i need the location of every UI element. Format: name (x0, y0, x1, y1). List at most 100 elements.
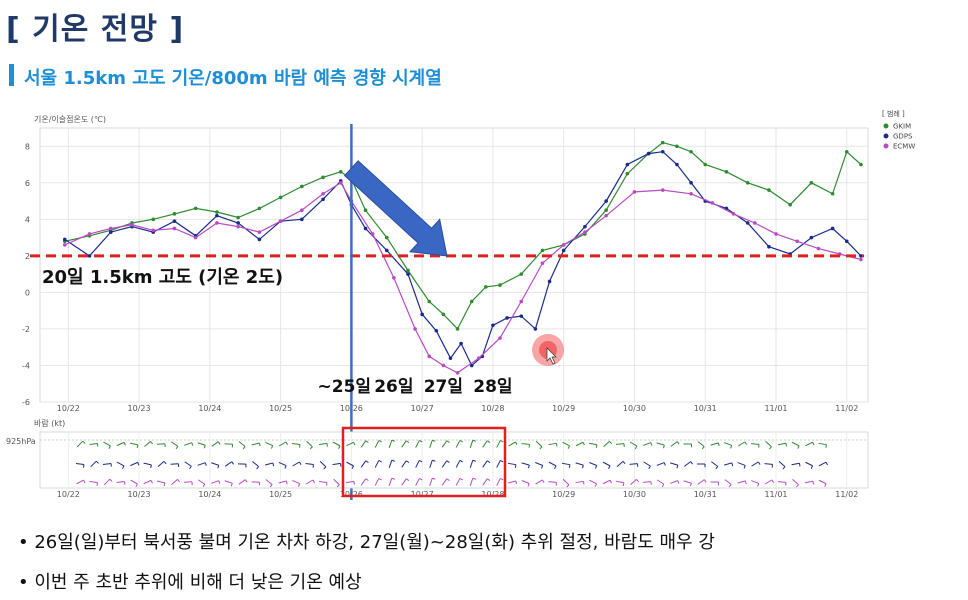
wind-barb-feather (175, 445, 179, 450)
data-point-ecmw (660, 188, 665, 192)
wind-barb-feather (177, 479, 181, 483)
wind-barb-feather (432, 439, 436, 442)
wind-barb-feather (677, 480, 680, 484)
data-point-ecmw (427, 354, 432, 359)
wind-barb (535, 479, 543, 485)
wind-barb-feather (378, 459, 382, 463)
data-point-ecmw (193, 235, 198, 240)
wind-barb-feather (419, 459, 423, 463)
wind-barb (264, 462, 274, 466)
wind-barb-feather (150, 480, 153, 484)
wind-barb (562, 478, 570, 486)
wind-barb-feather (391, 439, 395, 442)
x-tick-label: 11/02 (835, 404, 858, 413)
data-point-gkim (406, 268, 410, 273)
data-point-gkim (484, 285, 488, 289)
wind-barb-feather (378, 477, 382, 481)
wind-barb (684, 461, 691, 467)
data-point-gkim (455, 327, 460, 331)
wind-barb-feather (717, 442, 720, 447)
data-point-ecmw (476, 356, 481, 360)
bullet-2-text: 이번 주 초반 추위에 비해 더 낮은 기온 예상 (34, 572, 362, 593)
wind-barb-feather (797, 445, 800, 449)
wind-barb (252, 461, 259, 467)
day-label: 27일 (424, 377, 463, 397)
page-subtitle: 서울 1.5km 고도 기온/800m 바람 예측 경향 시계열 (24, 68, 442, 89)
bullet-1-text: 26일(일)부터 북서풍 불며 기온 차차 하강, 27일(월)~28일(화) … (34, 532, 715, 553)
data-point-ecmw (278, 219, 283, 223)
data-point-gdps (583, 224, 587, 229)
wind-barb (615, 443, 625, 445)
wind-barb (89, 442, 98, 446)
wind-barb (292, 461, 300, 467)
wind-barb-feather (622, 482, 625, 486)
wind-barb (575, 441, 584, 447)
wind-barb (642, 481, 652, 483)
wind-barb (429, 460, 433, 468)
wind-barb-feather (312, 479, 315, 484)
wind-barb-feather (218, 480, 221, 484)
wind-barb (211, 441, 219, 447)
wind-barb-feather (284, 465, 287, 469)
wind-barb (629, 441, 638, 447)
wind-barb (346, 441, 354, 447)
x-tick-label: 10/22 (57, 404, 80, 413)
day-label: 26일 (374, 377, 413, 397)
wind-barb (360, 478, 367, 486)
wind-barb (737, 441, 746, 447)
data-point-gdps (469, 363, 474, 368)
wind-barb-feather (810, 465, 814, 469)
wind-barb-feather (336, 484, 340, 488)
wind-barb-feather (202, 483, 206, 488)
wind-x-tick-label: 10/26 (340, 490, 363, 499)
wind-barb (643, 442, 651, 446)
wind-barb (482, 440, 488, 448)
data-point-gdps (434, 328, 439, 333)
data-point-gdps (519, 314, 524, 318)
wind-barb-feather (459, 477, 463, 481)
wind-barb (157, 461, 165, 467)
data-point-gkim (703, 162, 708, 167)
data-point-ecmw (62, 243, 67, 247)
legend-marker-ecmw (883, 143, 889, 149)
wind-barb-feather (391, 477, 395, 480)
data-point-gkim (689, 149, 693, 154)
wind-barb (292, 479, 300, 485)
wind-barb (507, 462, 517, 466)
wind-barb-feather (338, 445, 341, 449)
wind-x-tick-label: 11/02 (835, 490, 858, 499)
data-point-gkim (625, 171, 630, 176)
wind-barb (643, 461, 651, 467)
wind-barb-feather (595, 444, 598, 448)
data-point-ecmw (413, 327, 417, 331)
wind-barb (143, 462, 152, 466)
wind-barb (171, 479, 178, 485)
wind-barb-feather (217, 441, 221, 445)
wind-level-label: 925hPa (6, 437, 36, 446)
wind-barb (469, 440, 474, 448)
wind-barb (792, 478, 799, 486)
wind-barb-feather (487, 440, 491, 443)
y-tick-label: 6 (25, 179, 30, 188)
wind-barb (737, 480, 746, 484)
wind-barb (710, 442, 719, 446)
wind-panel (39, 431, 869, 489)
x-tick-label: 10/23 (128, 404, 151, 413)
wind-barb (388, 440, 393, 448)
wind-barb-feather (728, 484, 732, 488)
wind-barb-feather (676, 441, 680, 445)
wind-barb (224, 480, 233, 484)
wind-barb (482, 460, 488, 468)
wind-barb (184, 442, 192, 446)
wind-barb-feather (500, 459, 504, 463)
wind-barb-feather (582, 481, 585, 485)
wind-barb (805, 441, 813, 447)
wind-barb-feather (150, 464, 152, 469)
wind-barb (130, 461, 138, 467)
data-point-gkim (859, 162, 863, 167)
wind-barb-feather (391, 459, 395, 462)
wind-barb (711, 461, 718, 467)
wind-x-tick-label: 10/31 (694, 490, 717, 499)
wind-barb-feather (446, 440, 450, 443)
data-point-gdps (236, 221, 240, 225)
